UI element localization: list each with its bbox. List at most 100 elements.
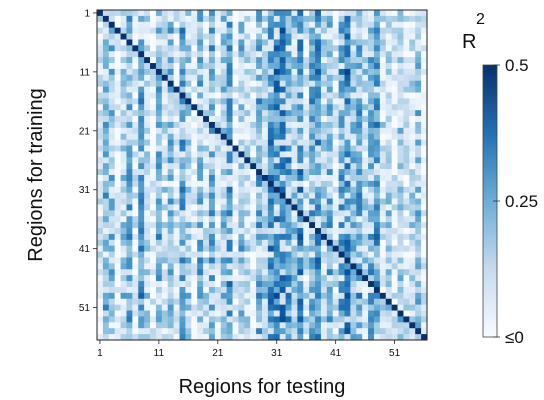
heatmap-cell — [338, 316, 345, 323]
heatmap-cell — [167, 74, 174, 82]
heatmap-cell — [262, 63, 269, 70]
heatmap-cell — [132, 328, 139, 335]
heatmap-cell — [350, 145, 357, 152]
heatmap-cell — [232, 239, 239, 247]
heatmap-cell — [144, 304, 151, 311]
heatmap-cell — [303, 163, 310, 170]
heatmap-cell-diagonal — [256, 169, 263, 176]
heatmap-cell — [356, 15, 363, 23]
heatmap-cell — [285, 68, 292, 76]
heatmap-cell — [373, 228, 381, 235]
heatmap-cell — [238, 286, 245, 294]
heatmap-cell — [250, 51, 257, 58]
heatmap-cell — [362, 10, 369, 17]
heatmap-cell — [185, 10, 192, 17]
heatmap-cell — [208, 86, 216, 93]
heatmap-cell — [373, 322, 381, 329]
heatmap-cell — [226, 180, 233, 188]
heatmap-cell — [373, 163, 381, 170]
heatmap-cell — [344, 322, 351, 329]
heatmap-cell — [320, 86, 328, 93]
heatmap-cell — [385, 133, 392, 140]
heatmap-cell — [373, 15, 381, 23]
heatmap-cell — [244, 228, 251, 235]
heatmap-cell — [409, 304, 416, 311]
heatmap-cell — [256, 63, 263, 70]
heatmap-cell — [173, 286, 180, 294]
heatmap-cell — [120, 68, 127, 76]
heatmap-cell — [232, 310, 239, 317]
heatmap-cell — [155, 86, 163, 93]
heatmap-cell — [262, 275, 269, 282]
heatmap-cell — [297, 222, 304, 229]
heatmap-cell — [309, 292, 316, 300]
heatmap-cell — [421, 292, 428, 300]
heatmap-cell — [356, 57, 363, 64]
heatmap-cell — [232, 15, 239, 23]
heatmap-cell — [256, 292, 263, 300]
heatmap-cell — [203, 216, 210, 223]
heatmap-cell — [102, 180, 110, 188]
heatmap-cell — [273, 80, 281, 87]
heatmap-cell — [214, 328, 222, 335]
heatmap-cell — [256, 57, 263, 64]
heatmap-cell — [350, 163, 357, 170]
heatmap-cell — [126, 80, 133, 87]
heatmap-cell — [138, 133, 145, 140]
heatmap-cell — [379, 68, 387, 76]
heatmap-cell — [421, 157, 428, 164]
heatmap-cell — [126, 239, 133, 247]
heatmap-cell — [97, 257, 104, 264]
heatmap-cell — [320, 204, 328, 211]
heatmap-cell — [214, 51, 222, 58]
heatmap-cell — [214, 269, 222, 276]
heatmap-cell — [250, 92, 257, 99]
heatmap-cell — [350, 133, 357, 140]
heatmap-cell-diagonal — [232, 145, 239, 152]
heatmap-cell — [250, 127, 257, 135]
heatmap-cell — [250, 251, 257, 258]
heatmap-cell — [379, 328, 387, 335]
heatmap-cell — [214, 169, 222, 176]
heatmap-cell — [385, 304, 392, 311]
heatmap-cell — [120, 286, 127, 294]
heatmap-cell — [391, 233, 398, 241]
heatmap-cell — [373, 98, 381, 105]
heatmap-cell — [197, 257, 204, 264]
heatmap-cell — [350, 269, 357, 276]
heatmap-cell — [379, 157, 387, 164]
heatmap-cell — [102, 298, 110, 305]
heatmap-cell — [368, 180, 375, 188]
heatmap-cell — [338, 27, 345, 34]
heatmap-cell — [379, 15, 387, 23]
heatmap-cell — [226, 251, 233, 258]
heatmap-cell — [332, 33, 339, 40]
heatmap-cell — [303, 186, 310, 194]
heatmap-cell — [220, 210, 227, 217]
heatmap-cell — [197, 198, 204, 205]
heatmap-cell — [138, 33, 145, 40]
heatmap-cell — [368, 116, 375, 123]
heatmap-cell-diagonal — [273, 186, 281, 194]
heatmap-cell — [244, 192, 251, 199]
heatmap-cell — [191, 245, 198, 252]
heatmap-cell — [179, 316, 186, 323]
heatmap-cell — [273, 216, 281, 223]
heatmap-cell — [144, 334, 151, 341]
heatmap-cell — [238, 186, 245, 194]
heatmap-cell — [326, 275, 334, 282]
heatmap-cell — [114, 145, 121, 152]
heatmap-cell — [397, 10, 404, 17]
heatmap-cell — [144, 74, 151, 82]
heatmap-cell — [285, 263, 292, 270]
heatmap-cell — [191, 51, 198, 58]
heatmap-cell — [167, 27, 174, 34]
heatmap-cell — [267, 192, 275, 199]
heatmap-cell — [220, 63, 227, 70]
heatmap-cell — [267, 110, 275, 117]
heatmap-cell — [173, 216, 180, 223]
heatmap-cell — [155, 169, 163, 176]
heatmap-cell — [203, 233, 210, 241]
heatmap-cell — [197, 281, 204, 288]
heatmap-cell — [102, 216, 110, 223]
